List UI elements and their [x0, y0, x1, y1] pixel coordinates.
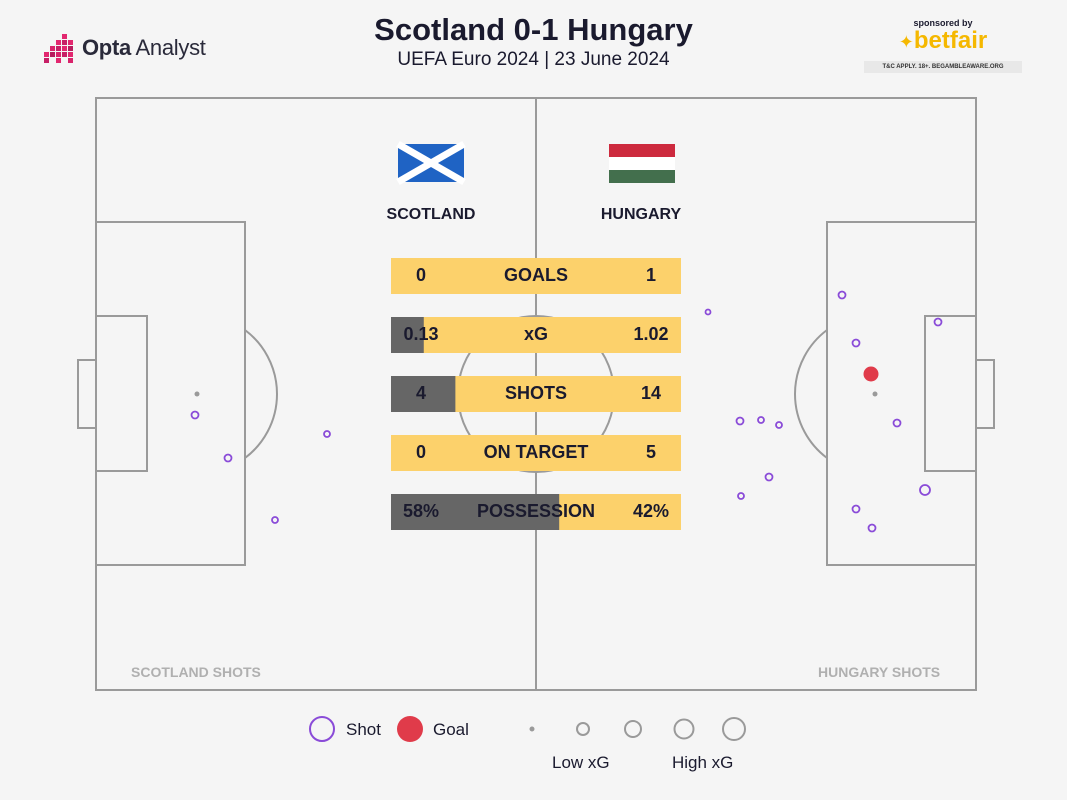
left-penalty-spot: [194, 391, 200, 397]
shot-marker: [323, 430, 331, 438]
away-team-name: HUNGARY: [600, 206, 682, 223]
legend-xg-size-5-icon: [722, 717, 746, 741]
right-goal: [975, 359, 995, 429]
stat-home-value: 0: [415, 442, 426, 462]
shot-marker: [223, 453, 233, 463]
stat-label: POSSESSION: [476, 501, 596, 521]
shot-marker: [271, 516, 279, 524]
hungary-flag-icon: [609, 144, 675, 183]
right-penalty-spot: [872, 391, 878, 397]
stat-bar-home-fill-possession: [391, 494, 560, 530]
home-team-name: SCOTLAND: [386, 206, 476, 223]
goal-marker: [863, 366, 879, 382]
legend-shot-label: Shot: [346, 720, 381, 739]
legend-xg-size-1-icon: [529, 726, 535, 732]
chart-subtitle: UEFA Euro 2024 | 23 June 2024: [397, 49, 670, 70]
shot-marker: [837, 290, 847, 300]
shot-marker: [892, 418, 902, 428]
shot-marker: [190, 410, 200, 420]
brand-name: Opta Analyst: [82, 35, 206, 60]
away-shots-label: HUNGARY SHOTS: [818, 664, 941, 680]
legend-goal-label: Goal: [433, 720, 469, 739]
left-goal: [77, 359, 97, 429]
legend-high-xg-label: High xG: [672, 753, 734, 772]
stat-away-value: 1: [645, 265, 656, 285]
legend-shot-icon: [309, 716, 335, 742]
stat-away-value: 1.02: [633, 324, 669, 344]
stat-home-value: 0: [415, 265, 426, 285]
stat-away-value: 5: [645, 442, 656, 462]
stat-label: ON TARGET: [483, 442, 589, 462]
shot-marker: [919, 484, 931, 496]
stat-home-value: 58%: [402, 501, 440, 521]
stat-bar-goals: [391, 258, 681, 294]
opta-analyst-logo: Opta Analyst: [42, 32, 206, 64]
left-six-yard-box: [95, 315, 148, 472]
legend-xg-size-4-icon: [673, 718, 695, 740]
stat-home-value: 4: [415, 383, 426, 403]
betfair-logo: ✦betfair: [898, 27, 988, 54]
stat-label: GOALS: [503, 265, 568, 285]
betfair-arrow-icon: ✦: [898, 32, 914, 52]
home-shots-label: SCOTLAND SHOTS: [131, 664, 261, 680]
stat-home-value: 0.13: [403, 324, 439, 344]
shot-marker: [735, 416, 745, 426]
stat-bar-home-fill-shots: [391, 376, 456, 412]
stat-label: SHOTS: [504, 383, 567, 403]
shot-marker: [867, 523, 877, 533]
stat-away-value: 14: [640, 383, 662, 403]
opta-logo-icon: [44, 34, 73, 63]
right-penalty-area: [826, 221, 977, 566]
stat-away-value: 42%: [632, 501, 670, 521]
left-penalty-area: [95, 221, 246, 566]
scotland-flag-icon: [396, 140, 466, 186]
shot-marker: [757, 416, 765, 424]
right-six-yard-box: [924, 315, 977, 472]
shot-marker: [851, 504, 861, 514]
left-penalty-arc: [244, 329, 278, 459]
shot-marker: [775, 421, 783, 429]
stat-bar-home-fill-xg: [391, 317, 424, 353]
legend-low-xg-label: Low xG: [552, 753, 610, 772]
stat-bar-xg: [391, 317, 681, 353]
legend-xg-size-2-icon: [576, 722, 590, 736]
shot-marker: [704, 308, 712, 316]
shot-marker: [933, 317, 943, 327]
stat-bar-on-target: [391, 435, 681, 471]
sponsor-by-text: sponsored by: [913, 18, 973, 28]
stat-label: xG: [523, 324, 548, 344]
legend-xg-size-3-icon: [624, 720, 642, 738]
right-penalty-arc: [794, 329, 828, 459]
shot-marker: [737, 492, 745, 500]
chart-title: Scotland 0-1 Hungary: [374, 12, 693, 47]
shot-marker: [851, 338, 861, 348]
shot-marker: [764, 472, 774, 482]
sponsor-terms: T&C APPLY. 18+. BEGAMBLEAWARE.ORG: [864, 61, 1022, 73]
sponsor-block: sponsored by ✦betfair T&C APPLY. 18+. BE…: [864, 18, 1022, 73]
legend-goal-icon: [397, 716, 423, 742]
